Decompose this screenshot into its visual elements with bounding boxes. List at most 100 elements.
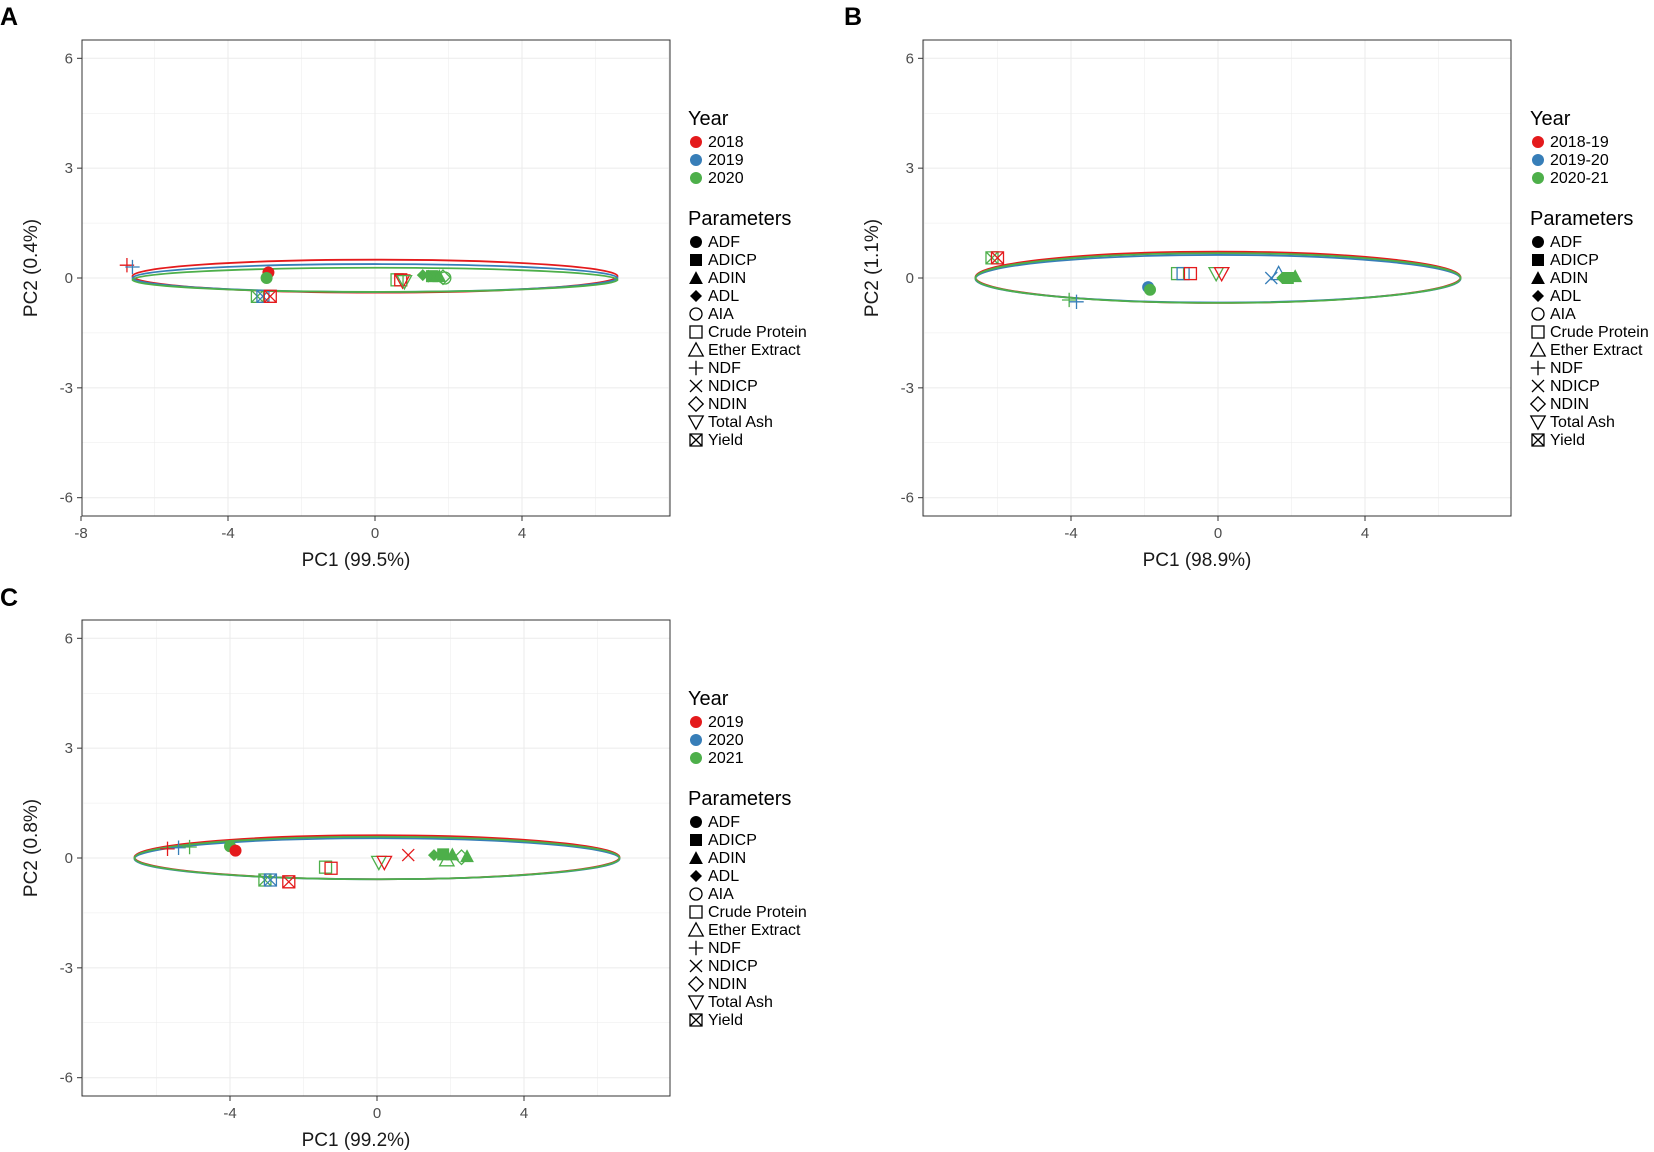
point-total-ash-2018-19 [1213, 266, 1230, 283]
x-tick-label: -4 [223, 1105, 236, 1122]
x-axis-title: PC1 (99.5%) [302, 550, 411, 571]
legend-param-adin: ADIN [708, 270, 746, 287]
legend-key-adicp [1532, 254, 1544, 266]
legend-param-yield: Yield [708, 1012, 743, 1029]
panel-c: C -4 0 4 -6 -3 0 3 6 PC1 (99.2%) PC2 (0.8%) Year 201… [0, 584, 807, 1151]
legend-key-ndf [1530, 360, 1546, 376]
legend-param-ether-extract: Ether Extract [708, 342, 801, 359]
legend-param-total-ash: Total Ash [708, 414, 773, 431]
ellipse-2020-21 [974, 252, 1462, 304]
x-tick-label: 4 [1361, 525, 1369, 542]
point-ndf-2019 [125, 259, 140, 275]
legend-year-2020: 2020 [708, 732, 744, 749]
legend-key-yield [689, 433, 703, 447]
y-tick-label: 3 [65, 740, 73, 757]
legend-param-ndf: NDF [708, 940, 741, 957]
legend-year-key [690, 172, 702, 184]
legend-key-crude-protein [689, 325, 703, 339]
legend-key-crude-protein [1531, 325, 1545, 339]
legend-year-key [690, 154, 702, 166]
legend-param-ndicp: NDICP [708, 958, 758, 975]
legend-param-title: Parameters [1530, 208, 1633, 230]
y-tick-label: -3 [901, 380, 914, 397]
legend-year-2019: 2019 [708, 714, 744, 731]
legend-year-key [690, 734, 702, 746]
y-tick-label: 0 [906, 270, 914, 287]
point-ndin-2020 [434, 269, 452, 286]
legend-param-title: Parameters [688, 208, 791, 230]
legend-param-aia: AIA [708, 306, 734, 323]
legend-key-ndicp [1531, 379, 1545, 393]
point-crude-protein-2019 [324, 861, 338, 875]
legend-key-adin [1531, 271, 1545, 284]
legend-key-adicp [690, 254, 702, 266]
data-points [160, 839, 474, 889]
legend-year-title: Year [688, 688, 729, 710]
point-adf-2020-21 [1144, 283, 1157, 296]
y-axis-title: PC2 (1.1%) [862, 219, 883, 317]
legend-key-adin [689, 271, 703, 284]
legend-year-2018: 2018 [708, 134, 744, 151]
point-ndicp-2019-20 [1264, 271, 1278, 285]
legend-key-adl [690, 290, 702, 302]
legend-param-ndicp: NDICP [1550, 378, 1600, 395]
legend-key-ndicp [689, 379, 703, 393]
legend-param-adf: ADF [708, 234, 740, 251]
legend-year-key [690, 752, 702, 764]
point-adicp-2021 [437, 848, 450, 861]
legend-key-yield [1531, 433, 1545, 447]
point-ndf-2020 [171, 840, 186, 855]
y-axis-title: PC2 (0.8%) [21, 799, 42, 897]
legend-param-ndin: NDIN [708, 976, 747, 993]
point-adin-2021 [460, 849, 474, 863]
legend-key-yield [689, 1013, 703, 1027]
legend-param-crude-protein: Crude Protein [708, 324, 807, 341]
point-yield-2020 [263, 873, 278, 887]
legend-key-ether-extract [687, 921, 705, 937]
legend-key-adf [1532, 236, 1544, 248]
legend-param-ndicp: NDICP [708, 378, 758, 395]
legend-key-adicp [690, 834, 702, 846]
legend-year-2019: 2019 [708, 152, 744, 169]
legend-param-adl: ADL [708, 288, 739, 305]
legend-year-key [690, 716, 702, 728]
legend-key-total-ash [687, 415, 705, 431]
x-axis-title: PC1 (99.2%) [302, 1130, 411, 1151]
legend-param-total-ash: Total Ash [1550, 414, 1615, 431]
point-yield-2018 [263, 289, 277, 303]
legend-param-aia: AIA [708, 886, 734, 903]
legend-year-title: Year [688, 108, 729, 130]
legend-param-adicp: ADICP [1550, 252, 1599, 269]
panel-b: B -4 0 4 -6 -3 0 3 6 PC1 (98.9%) PC2 (1.1%) Year 201… [844, 3, 1649, 571]
legend-key-ndicp [689, 959, 703, 973]
point-total-ash-2018 [394, 274, 411, 290]
panel-a: A -8 -4 0 4 -6 -3 0 3 6 PC1 (99.5%) PC2 (0.4%) Year 2… [0, 3, 807, 571]
x-tick-label: -4 [1064, 525, 1077, 542]
legend-year-2021: 2021 [708, 750, 744, 767]
legend-key-ether-extract [687, 341, 705, 357]
ellipse-2021 [133, 835, 621, 881]
x-tick-label: -8 [74, 525, 87, 542]
legend-param-ndf: NDF [1550, 360, 1583, 377]
legend-param-yield: Yield [708, 432, 743, 449]
point-adin-2021 [445, 847, 460, 861]
legend-key-adl [690, 870, 702, 882]
legend-param-ether-extract: Ether Extract [708, 922, 801, 939]
grid-lines [82, 40, 670, 516]
legend-param-crude-protein: Crude Protein [708, 904, 807, 921]
point-adf-2019 [229, 844, 242, 857]
x-tick-label: 0 [373, 1105, 381, 1122]
point-crude-protein-2019-20 [1176, 266, 1190, 281]
point-ndf-2018 [119, 257, 135, 273]
legend-key-adin [689, 851, 703, 864]
legend-param-yield: Yield [1550, 432, 1585, 449]
legend-key-adf [690, 816, 702, 828]
point-yield-2019 [282, 875, 296, 889]
data-points [119, 257, 452, 303]
legend-param-adicp: ADICP [708, 832, 757, 849]
legend-year-2020: 2020 [708, 170, 744, 187]
grid-lines [923, 40, 1511, 516]
point-ndf-2021 [182, 839, 197, 855]
point-yield-2018-19 [990, 251, 1005, 265]
